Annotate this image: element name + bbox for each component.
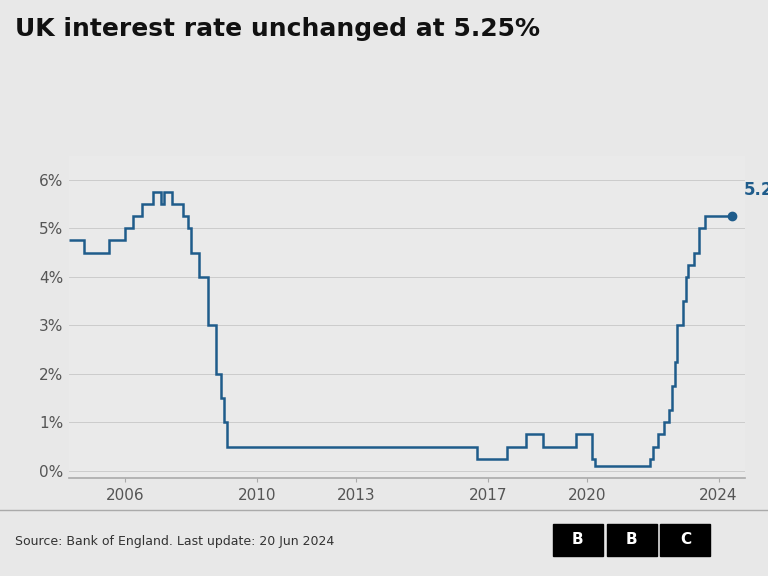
Text: Source: Bank of England. Last update: 20 Jun 2024: Source: Bank of England. Last update: 20… — [15, 535, 335, 548]
Text: B: B — [572, 532, 584, 548]
Text: B: B — [626, 532, 637, 548]
Text: 5.25%: 5.25% — [743, 181, 768, 199]
Text: C: C — [680, 532, 691, 548]
Text: UK interest rate unchanged at 5.25%: UK interest rate unchanged at 5.25% — [15, 17, 541, 41]
